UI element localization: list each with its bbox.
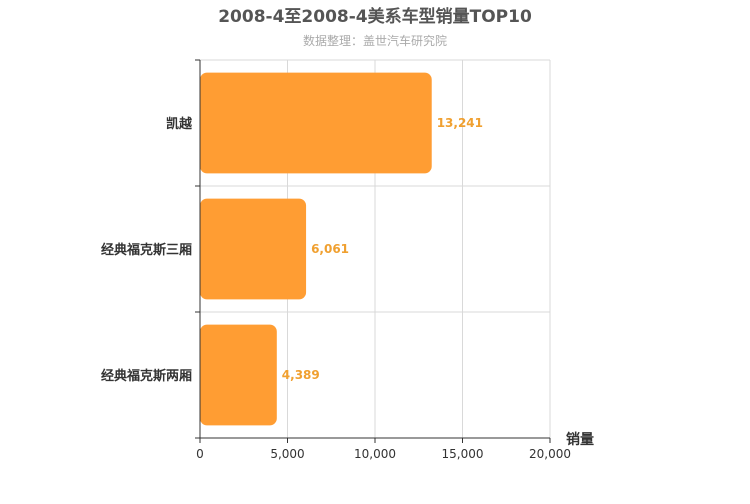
bar [200,198,307,300]
category-label: 经典福克斯两厢 [101,368,192,384]
x-tick-label: 15,000 [442,447,484,461]
bars [200,72,432,426]
category-label: 经典福克斯三厢 [101,242,192,258]
x-axis-title: 销量 [566,431,594,448]
category-label: 凯越 [166,116,193,132]
bar [200,72,432,174]
bar-value-label: 6,061 [311,242,349,256]
x-tick-label: 5,000 [270,447,304,461]
chart-subtitle: 数据整理：盖世汽车研究院 [303,33,447,48]
x-tick-label: 10,000 [354,447,396,461]
bar [200,324,277,426]
axes [195,59,551,443]
bar-value-label: 4,389 [282,368,320,382]
x-tick-label: 20,000 [529,447,571,461]
x-tick-label: 0 [196,447,204,461]
labels: 13,241 凯越 6,061 经典福克斯三厢 4,389 经典福克斯两厢 0 5,000 10… [101,116,571,461]
bar-value-label: 13,241 [437,116,483,130]
chart-title: 2008-4至2008-4美系车型销量TOP10 [218,6,532,27]
